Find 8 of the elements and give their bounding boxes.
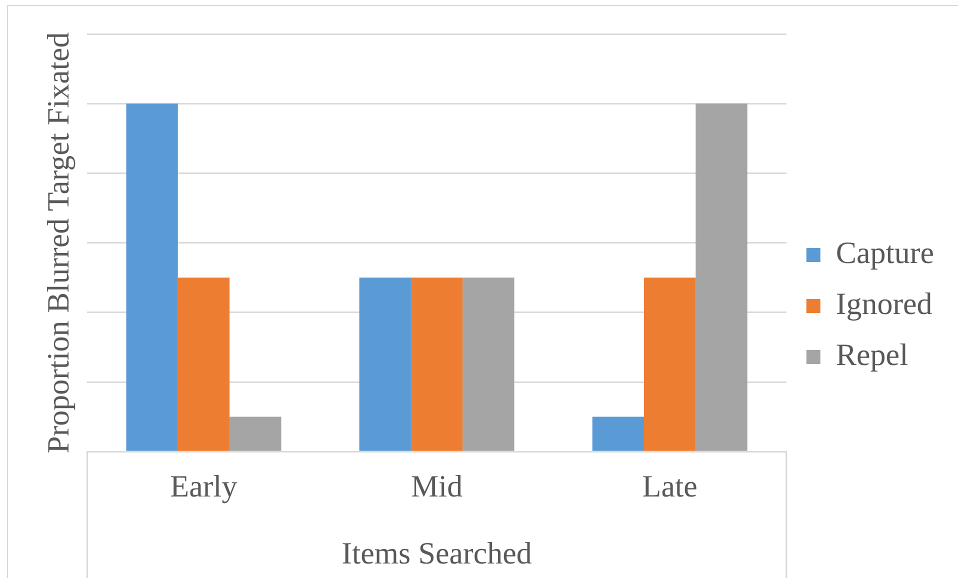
x-tick-label: Mid <box>410 468 464 504</box>
y-axis-title: Proportion Blurred Target Fixated <box>40 32 76 454</box>
x-tick-label: Late <box>642 468 698 504</box>
legend-label: Repel <box>836 337 908 372</box>
legend-label: Capture <box>836 235 934 270</box>
x-axis-title: Items Searched <box>342 536 532 571</box>
legend-label: Ignored <box>836 286 933 322</box>
x-tick-label: Early <box>170 468 238 504</box>
